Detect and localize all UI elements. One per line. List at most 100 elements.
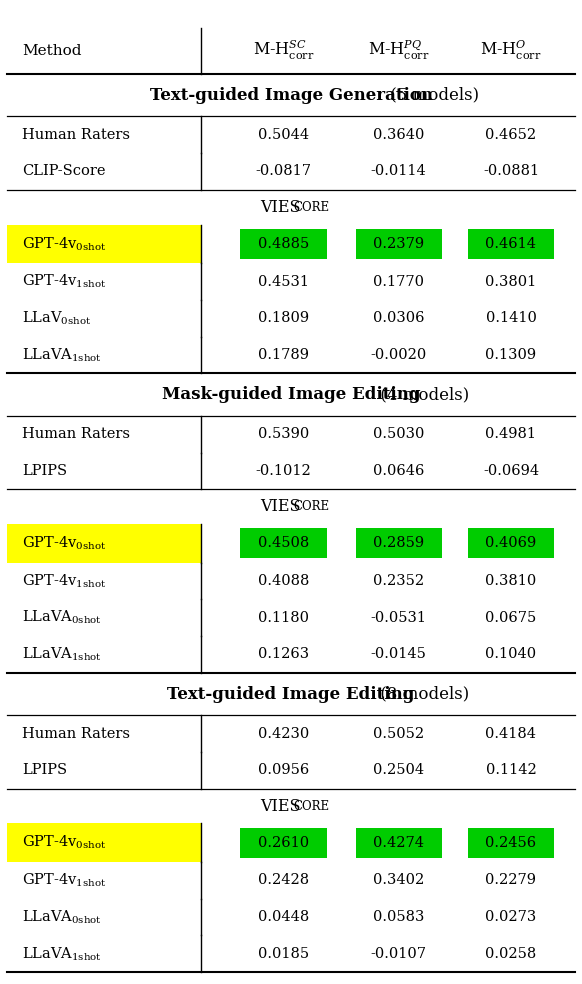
Bar [240,229,327,259]
Text: 0.2379: 0.2379 [373,237,424,251]
Bar [356,828,442,858]
Text: 0.4652: 0.4652 [485,128,537,142]
Text: 0.2352: 0.2352 [373,574,424,588]
Text: 0.5044: 0.5044 [258,128,309,142]
Text: 0.4088: 0.4088 [258,574,309,588]
Text: LPIPS: LPIPS [22,463,68,478]
Bar [356,229,442,259]
Text: -0.1012: -0.1012 [255,463,311,478]
Text: 0.5052: 0.5052 [373,726,424,741]
Text: -0.0107: -0.0107 [371,947,427,960]
Text: (8 models): (8 models) [375,686,469,703]
Bar [240,828,327,858]
Text: 0.4069: 0.4069 [485,536,537,550]
Text: 0.0675: 0.0675 [485,611,537,625]
Text: -0.0881: -0.0881 [483,164,539,178]
Text: CORE: CORE [294,201,330,214]
Text: 0.1770: 0.1770 [373,275,424,288]
Text: 0.5030: 0.5030 [373,427,424,441]
Text: LPIPS: LPIPS [22,764,68,777]
Text: (4 models): (4 models) [375,386,469,403]
Bar [468,229,554,259]
Bar [468,528,554,558]
Text: 0.1410: 0.1410 [485,311,537,326]
Text: 0.0583: 0.0583 [373,910,424,924]
Text: CLIP-Score: CLIP-Score [22,164,105,178]
Text: 0.1309: 0.1309 [485,348,537,362]
Text: 0.0448: 0.0448 [258,910,309,924]
Bar [240,528,327,558]
Text: 0.1142: 0.1142 [485,764,537,777]
Text: 0.3640: 0.3640 [373,128,424,142]
Text: CORE: CORE [294,500,330,513]
Text: 0.1809: 0.1809 [258,311,309,326]
Bar [468,828,554,858]
Text: 0.4885: 0.4885 [258,237,309,251]
Text: 0.0956: 0.0956 [258,764,309,777]
Text: 0.2279: 0.2279 [485,874,537,888]
Bar [7,224,201,264]
Text: 0.4230: 0.4230 [258,726,309,741]
Text: Text-guided Image Editing: Text-guided Image Editing [167,686,415,703]
Text: GPT-4v$_{1\mathrm{shot}}$: GPT-4v$_{1\mathrm{shot}}$ [22,573,107,589]
Text: VIES: VIES [260,199,300,215]
Text: 0.1180: 0.1180 [258,611,309,625]
Text: LLaVA$_{1\mathrm{shot}}$: LLaVA$_{1\mathrm{shot}}$ [22,646,102,663]
Text: (5 models): (5 models) [385,87,479,103]
Text: -0.0694: -0.0694 [483,463,539,478]
Text: -0.0114: -0.0114 [371,164,427,178]
Text: 0.1263: 0.1263 [258,647,309,661]
Text: GPT-4v$_{0\mathrm{shot}}$: GPT-4v$_{0\mathrm{shot}}$ [22,235,107,253]
Text: 0.4508: 0.4508 [258,536,309,550]
Text: 0.3402: 0.3402 [373,874,424,888]
Text: 0.0306: 0.0306 [373,311,424,326]
Bar [7,524,201,563]
Text: 0.4274: 0.4274 [373,835,424,850]
Text: 0.2859: 0.2859 [373,536,424,550]
Text: 0.0273: 0.0273 [485,910,537,924]
Text: GPT-4v$_{1\mathrm{shot}}$: GPT-4v$_{1\mathrm{shot}}$ [22,872,107,890]
Text: GPT-4v$_{0\mathrm{shot}}$: GPT-4v$_{0\mathrm{shot}}$ [22,534,107,552]
Text: VIES: VIES [260,498,300,516]
Bar [356,528,442,558]
Text: 0.3801: 0.3801 [485,275,537,288]
Text: 0.2428: 0.2428 [258,874,309,888]
Text: LLaV$_{0\mathrm{shot}}$: LLaV$_{0\mathrm{shot}}$ [22,310,91,327]
Text: 0.1040: 0.1040 [485,647,537,661]
Text: -0.0531: -0.0531 [371,611,427,625]
Text: 0.0258: 0.0258 [485,947,537,960]
Text: Text-guided Image Generation (5 models): Text-guided Image Generation (5 models) [116,87,466,103]
Text: 0.5390: 0.5390 [258,427,309,441]
Text: Human Raters: Human Raters [22,726,130,741]
Text: $\mathrm{M\text{-}H}^{\mathit{PQ}}_{\mathrm{corr}}$: $\mathrm{M\text{-}H}^{\mathit{PQ}}_{\mat… [368,39,430,62]
Text: 0.4981: 0.4981 [485,427,537,441]
Text: CORE: CORE [294,800,330,813]
Text: GPT-4v$_{1\mathrm{shot}}$: GPT-4v$_{1\mathrm{shot}}$ [22,273,107,290]
Text: VIES: VIES [260,798,300,815]
Text: LLaVA$_{0\mathrm{shot}}$: LLaVA$_{0\mathrm{shot}}$ [22,908,102,926]
Text: 0.2610: 0.2610 [258,835,309,850]
Text: LLaVA$_{1\mathrm{shot}}$: LLaVA$_{1\mathrm{shot}}$ [22,346,102,364]
Text: GPT-4v$_{0\mathrm{shot}}$: GPT-4v$_{0\mathrm{shot}}$ [22,834,107,851]
Text: LLaVA$_{0\mathrm{shot}}$: LLaVA$_{0\mathrm{shot}}$ [22,609,102,627]
Text: Human Raters: Human Raters [22,427,130,441]
Text: 0.0185: 0.0185 [258,947,309,960]
Text: -0.0817: -0.0817 [255,164,311,178]
Text: Text-guided Image Generation: Text-guided Image Generation [150,87,432,103]
Text: 0.4531: 0.4531 [258,275,309,288]
Text: Method: Method [22,43,81,58]
Text: Human Raters: Human Raters [22,128,130,142]
Text: 0.4184: 0.4184 [485,726,537,741]
Text: 0.1789: 0.1789 [258,348,309,362]
Text: Text-guided Image Editing (8 models): Text-guided Image Editing (8 models) [132,686,450,703]
Text: 0.3810: 0.3810 [485,574,537,588]
Text: LLaVA$_{1\mathrm{shot}}$: LLaVA$_{1\mathrm{shot}}$ [22,946,102,962]
Text: $\mathrm{M\text{-}H}^{\mathit{SC}}_{\mathrm{corr}}$: $\mathrm{M\text{-}H}^{\mathit{SC}}_{\mat… [253,39,314,62]
Text: Mask-guided Image Editing (4 models): Mask-guided Image Editing (4 models) [127,386,455,403]
Text: 0.0646: 0.0646 [373,463,424,478]
Text: -0.0020: -0.0020 [371,348,427,362]
Text: $\mathrm{M\text{-}H}^{\mathit{O}}_{\mathrm{corr}}$: $\mathrm{M\text{-}H}^{\mathit{O}}_{\math… [480,39,542,62]
Text: 0.2456: 0.2456 [485,835,537,850]
Text: 0.4614: 0.4614 [485,237,537,251]
Bar [7,824,201,862]
